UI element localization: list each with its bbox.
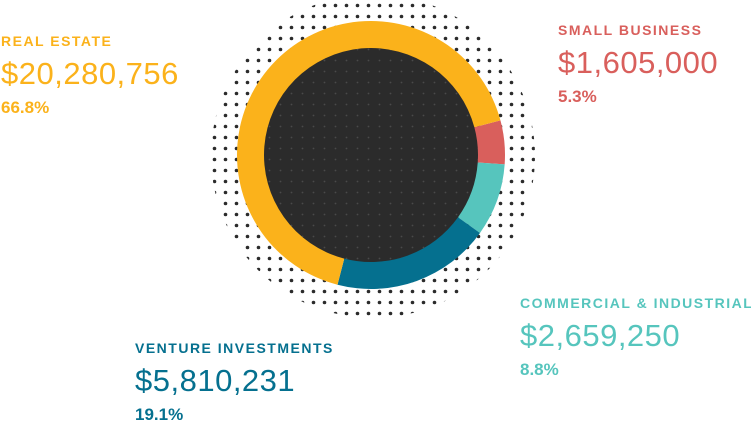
commercial-industrial-callout: COMMERCIAL & INDUSTRIAL $2,659,250 8.8% (520, 295, 751, 380)
small-business-label: SMALL BUSINESS (558, 22, 703, 38)
small-business-amount: $1,605,000 (558, 45, 719, 80)
small-business-callout: SMALL BUSINESS $1,605,000 5.3% (558, 22, 718, 107)
venture-investments-label: VENTURE INVESTMENTS (135, 340, 334, 356)
donut-slices (236, 20, 505, 289)
venture-investments-percent: 19.1% (135, 405, 184, 424)
small-business-percent: 5.3% (558, 87, 597, 106)
commercial-industrial-label: COMMERCIAL & INDUSTRIAL (520, 295, 751, 311)
venture-investments-callout: VENTURE INVESTMENTS $5,810,231 19.1% (135, 340, 334, 425)
commercial-industrial-amount: $2,659,250 (520, 318, 681, 353)
venture-investments-amount: $5,810,231 (135, 363, 296, 398)
real-estate-label: REAL ESTATE (1, 33, 113, 49)
real-estate-amount: $20,280,756 (1, 56, 179, 91)
real-estate-callout: REAL ESTATE $20,280,756 66.8% (1, 33, 179, 118)
commercial-industrial-percent: 8.8% (520, 360, 559, 379)
venture-investments-slice (337, 217, 480, 289)
small-business-slice (474, 120, 505, 165)
real-estate-percent: 66.8% (1, 98, 50, 117)
commercial-industrial-slice (458, 162, 505, 233)
donut-center-texture (263, 47, 479, 263)
